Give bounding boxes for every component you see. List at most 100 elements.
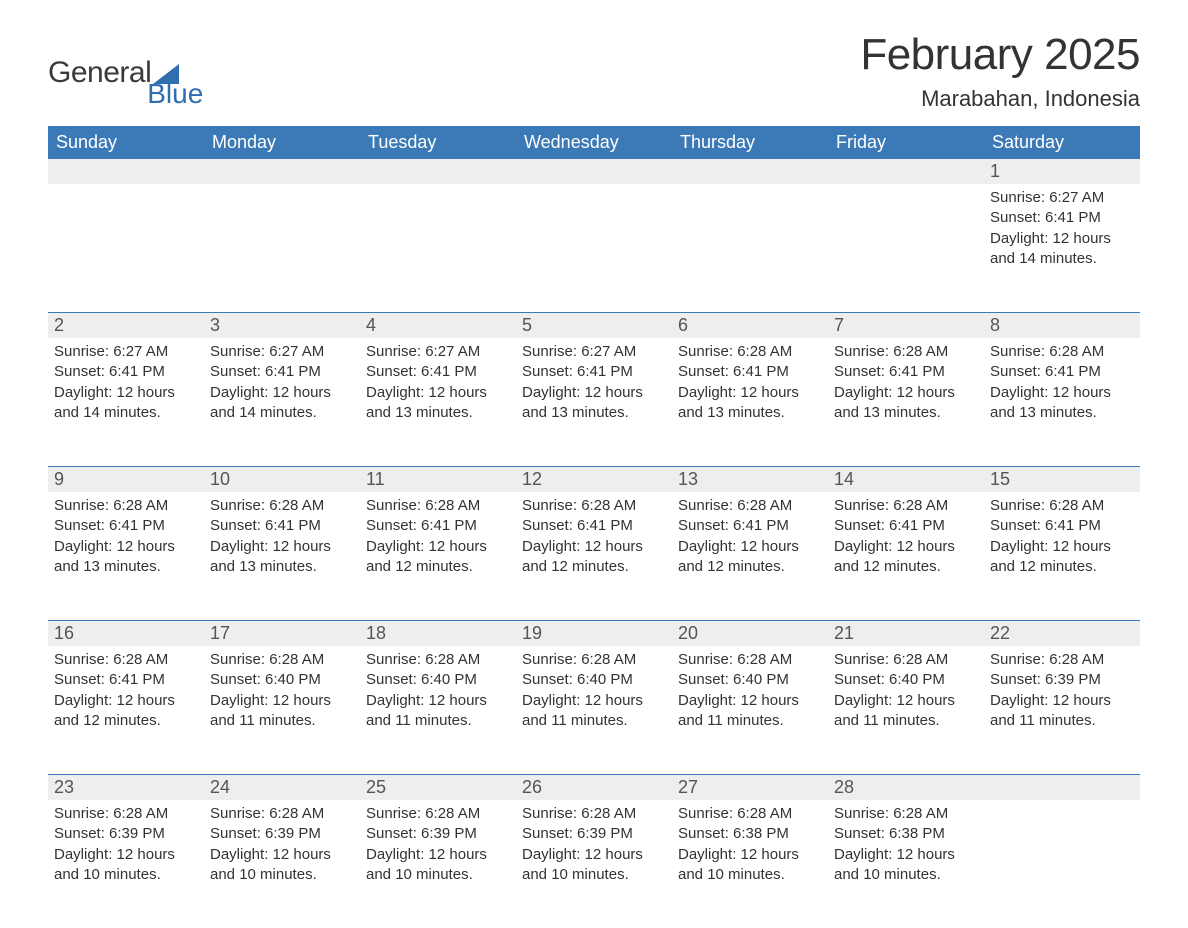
day-number: 15 <box>984 467 1140 492</box>
daylight-line-2: and 14 minutes. <box>54 403 198 423</box>
day-number: 13 <box>672 467 828 492</box>
day-cell: Sunrise: 6:27 AMSunset: 6:41 PMDaylight:… <box>360 338 516 466</box>
day-body: Sunrise: 6:27 AMSunset: 6:41 PMDaylight:… <box>984 184 1140 277</box>
day-number <box>516 159 672 184</box>
sunrise-line: Sunrise: 6:28 AM <box>678 804 822 824</box>
day-number: 1 <box>984 159 1140 184</box>
logo-text-general: General <box>48 56 151 90</box>
day-cell: Sunrise: 6:28 AMSunset: 6:41 PMDaylight:… <box>672 338 828 466</box>
day-number: 12 <box>516 467 672 492</box>
day-number: 23 <box>48 775 204 800</box>
daylight-line-1: Daylight: 12 hours <box>990 537 1134 557</box>
daylight-line-2: and 10 minutes. <box>678 865 822 885</box>
sunrise-line: Sunrise: 6:28 AM <box>210 496 354 516</box>
sunrise-line: Sunrise: 6:28 AM <box>990 342 1134 362</box>
daylight-line-1: Daylight: 12 hours <box>990 691 1134 711</box>
sunset-line: Sunset: 6:41 PM <box>678 516 822 536</box>
day-number: 28 <box>828 775 984 800</box>
sunset-line: Sunset: 6:39 PM <box>54 824 198 844</box>
sunset-line: Sunset: 6:41 PM <box>366 516 510 536</box>
day-cell: Sunrise: 6:28 AMSunset: 6:41 PMDaylight:… <box>672 492 828 620</box>
sunrise-line: Sunrise: 6:28 AM <box>990 496 1134 516</box>
daylight-line-2: and 12 minutes. <box>678 557 822 577</box>
day-cell: Sunrise: 6:28 AMSunset: 6:39 PMDaylight:… <box>360 800 516 928</box>
daylight-line-1: Daylight: 12 hours <box>54 691 198 711</box>
sunset-line: Sunset: 6:39 PM <box>990 670 1134 690</box>
sunset-line: Sunset: 6:40 PM <box>210 670 354 690</box>
day-cell <box>516 184 672 312</box>
sunrise-line: Sunrise: 6:28 AM <box>210 650 354 670</box>
sunrise-line: Sunrise: 6:28 AM <box>210 804 354 824</box>
daylight-line-2: and 12 minutes. <box>522 557 666 577</box>
day-number: 21 <box>828 621 984 646</box>
week: 9101112131415Sunrise: 6:28 AMSunset: 6:4… <box>48 466 1140 620</box>
weekday-header: Friday <box>828 126 984 159</box>
day-number <box>360 159 516 184</box>
day-cell: Sunrise: 6:28 AMSunset: 6:38 PMDaylight:… <box>828 800 984 928</box>
day-body: Sunrise: 6:28 AMSunset: 6:40 PMDaylight:… <box>360 646 516 739</box>
daylight-line-2: and 11 minutes. <box>210 711 354 731</box>
calendar: SundayMondayTuesdayWednesdayThursdayFrid… <box>48 126 1140 928</box>
day-body: Sunrise: 6:28 AMSunset: 6:41 PMDaylight:… <box>828 492 984 585</box>
logo-text-blue: Blue <box>147 78 203 110</box>
weeks-container: 1Sunrise: 6:27 AMSunset: 6:41 PMDaylight… <box>48 159 1140 928</box>
daylight-line-2: and 14 minutes. <box>210 403 354 423</box>
day-body: Sunrise: 6:28 AMSunset: 6:41 PMDaylight:… <box>204 492 360 585</box>
week: 1Sunrise: 6:27 AMSunset: 6:41 PMDaylight… <box>48 159 1140 312</box>
day-body: Sunrise: 6:28 AMSunset: 6:38 PMDaylight:… <box>828 800 984 893</box>
week: 16171819202122Sunrise: 6:28 AMSunset: 6:… <box>48 620 1140 774</box>
sunrise-line: Sunrise: 6:28 AM <box>834 650 978 670</box>
day-cell: Sunrise: 6:28 AMSunset: 6:40 PMDaylight:… <box>360 646 516 774</box>
day-body: Sunrise: 6:28 AMSunset: 6:39 PMDaylight:… <box>204 800 360 893</box>
day-body: Sunrise: 6:28 AMSunset: 6:41 PMDaylight:… <box>672 492 828 585</box>
day-number-bar: 16171819202122 <box>48 621 1140 646</box>
sunrise-line: Sunrise: 6:28 AM <box>678 496 822 516</box>
sunrise-line: Sunrise: 6:28 AM <box>678 650 822 670</box>
weekday-header-row: SundayMondayTuesdayWednesdayThursdayFrid… <box>48 126 1140 159</box>
daylight-line-1: Daylight: 12 hours <box>366 845 510 865</box>
day-body: Sunrise: 6:28 AMSunset: 6:41 PMDaylight:… <box>828 338 984 431</box>
sunrise-line: Sunrise: 6:27 AM <box>990 188 1134 208</box>
daylight-line-2: and 12 minutes. <box>834 557 978 577</box>
daylight-line-1: Daylight: 12 hours <box>366 691 510 711</box>
day-number: 3 <box>204 313 360 338</box>
daylight-line-1: Daylight: 12 hours <box>210 845 354 865</box>
daylight-line-1: Daylight: 12 hours <box>678 537 822 557</box>
day-number: 24 <box>204 775 360 800</box>
daylight-line-2: and 11 minutes. <box>522 711 666 731</box>
day-body: Sunrise: 6:27 AMSunset: 6:41 PMDaylight:… <box>360 338 516 431</box>
day-body <box>984 800 1140 812</box>
day-cell <box>360 184 516 312</box>
day-number: 6 <box>672 313 828 338</box>
daylight-line-2: and 13 minutes. <box>54 557 198 577</box>
day-body: Sunrise: 6:27 AMSunset: 6:41 PMDaylight:… <box>48 338 204 431</box>
daylight-line-1: Daylight: 12 hours <box>522 691 666 711</box>
daylight-line-2: and 11 minutes. <box>990 711 1134 731</box>
day-body: Sunrise: 6:28 AMSunset: 6:40 PMDaylight:… <box>672 646 828 739</box>
day-body: Sunrise: 6:28 AMSunset: 6:41 PMDaylight:… <box>672 338 828 431</box>
daylight-line-2: and 13 minutes. <box>366 403 510 423</box>
day-cell: Sunrise: 6:28 AMSunset: 6:39 PMDaylight:… <box>984 646 1140 774</box>
sunrise-line: Sunrise: 6:28 AM <box>834 496 978 516</box>
daylight-line-1: Daylight: 12 hours <box>834 537 978 557</box>
day-cell: Sunrise: 6:27 AMSunset: 6:41 PMDaylight:… <box>204 338 360 466</box>
sunset-line: Sunset: 6:40 PM <box>522 670 666 690</box>
day-body: Sunrise: 6:28 AMSunset: 6:41 PMDaylight:… <box>360 492 516 585</box>
day-cell: Sunrise: 6:28 AMSunset: 6:39 PMDaylight:… <box>516 800 672 928</box>
day-number: 17 <box>204 621 360 646</box>
day-number-bar: 9101112131415 <box>48 467 1140 492</box>
sunrise-line: Sunrise: 6:27 AM <box>366 342 510 362</box>
day-body: Sunrise: 6:28 AMSunset: 6:38 PMDaylight:… <box>672 800 828 893</box>
day-body: Sunrise: 6:27 AMSunset: 6:41 PMDaylight:… <box>516 338 672 431</box>
sunrise-line: Sunrise: 6:28 AM <box>366 650 510 670</box>
sunset-line: Sunset: 6:41 PM <box>990 208 1134 228</box>
day-body: Sunrise: 6:28 AMSunset: 6:41 PMDaylight:… <box>984 338 1140 431</box>
weekday-header: Monday <box>204 126 360 159</box>
day-number <box>672 159 828 184</box>
daylight-line-2: and 10 minutes. <box>210 865 354 885</box>
day-number-bar: 1 <box>48 159 1140 184</box>
daylight-line-2: and 10 minutes. <box>834 865 978 885</box>
day-body <box>516 184 672 196</box>
daylight-line-1: Daylight: 12 hours <box>210 383 354 403</box>
day-body: Sunrise: 6:28 AMSunset: 6:39 PMDaylight:… <box>984 646 1140 739</box>
